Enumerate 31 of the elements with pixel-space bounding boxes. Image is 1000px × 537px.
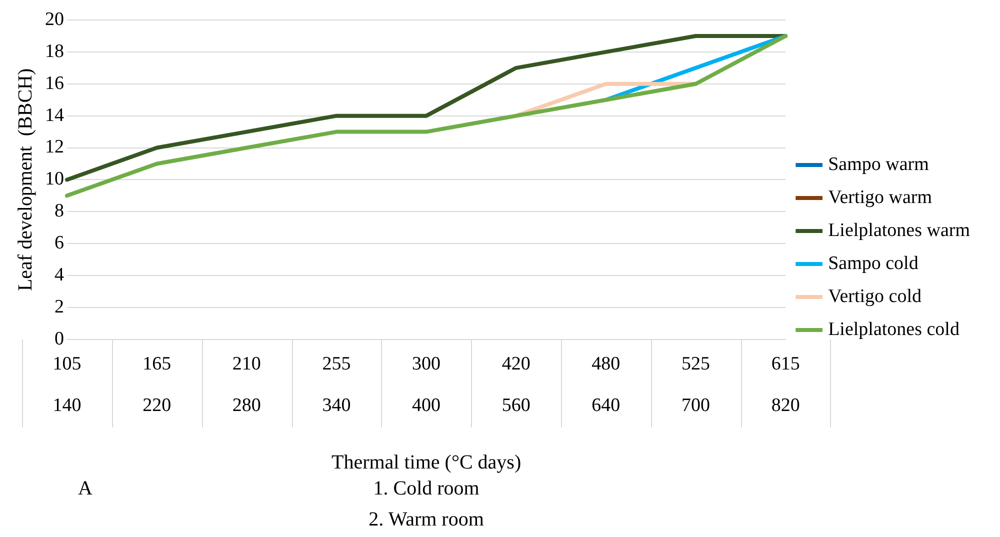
y-tick-label: 2 bbox=[54, 296, 64, 318]
y-tick-label: 20 bbox=[45, 8, 64, 30]
x-tick-label: 480 640 bbox=[592, 353, 620, 416]
legend-label: Sampo warm bbox=[828, 154, 930, 175]
x-tick-label: 615 820 bbox=[771, 353, 800, 416]
text: 1. Cold room bbox=[373, 477, 480, 500]
legend-label: Vertigo warm bbox=[828, 186, 932, 208]
legend-label: Lielplatones warm bbox=[828, 220, 970, 241]
text: 2. Warm room bbox=[368, 508, 484, 530]
x-tick-label: 525 700 bbox=[682, 353, 710, 416]
legend-label: Vertigo cold bbox=[828, 286, 922, 307]
y-tick-label: 12 bbox=[45, 136, 64, 158]
y-tick-label: 0 bbox=[54, 328, 64, 350]
x-tick-label: 255 340 bbox=[322, 353, 351, 416]
x-tick-label: 420 560 bbox=[502, 353, 530, 416]
y-axis-title: Leaf development (BBCH) bbox=[14, 68, 36, 292]
x-tick-label: 105 140 bbox=[52, 353, 82, 416]
x-tick-label: 165 220 bbox=[142, 353, 172, 416]
y-tick-label: 16 bbox=[45, 72, 64, 94]
y-tick-label: 14 bbox=[45, 104, 64, 126]
text: A bbox=[78, 477, 93, 500]
legend-label: Sampo cold bbox=[828, 252, 919, 274]
x-axis-title: Thermal time (°C days) bbox=[331, 451, 522, 474]
y-tick-label: 4 bbox=[54, 264, 64, 286]
y-tick-label: 18 bbox=[45, 40, 64, 62]
y-tick-label: 10 bbox=[45, 168, 64, 190]
x-tick-label: 210 280 bbox=[232, 353, 261, 416]
x-tick-label: 300 400 bbox=[412, 353, 441, 416]
legend-label: Lielplatones cold bbox=[828, 318, 960, 340]
y-tick-label: 8 bbox=[54, 200, 64, 222]
y-tick-label: 6 bbox=[54, 232, 64, 254]
